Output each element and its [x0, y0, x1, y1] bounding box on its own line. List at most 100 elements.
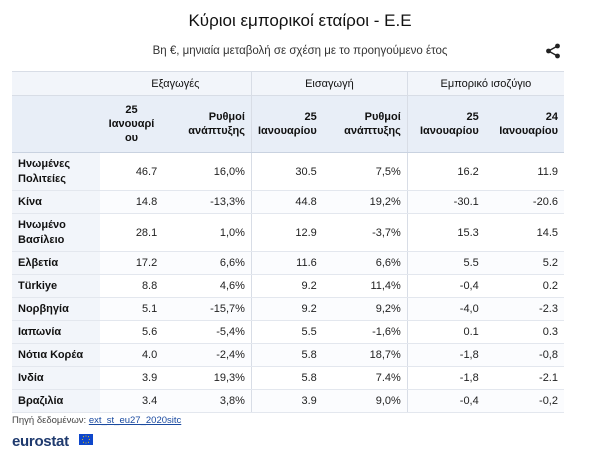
corner-cell [12, 71, 100, 96]
cell: -20.6 [484, 190, 564, 214]
cell: -13,3% [163, 190, 252, 214]
group-header-row: Εξαγωγές Εισαγωγή Εμπορικό ισοζύγιο [12, 71, 564, 96]
cell: 14.8 [99, 190, 164, 214]
cell: 5.8 [250, 343, 323, 367]
country-name: Βραζιλία [12, 389, 100, 413]
trade-partners-table: Εξαγωγές Εισαγωγή Εμπορικό ισοζύγιο 25 Ι… [12, 71, 564, 413]
cell: 9,0% [322, 389, 408, 413]
cell: 5.8 [250, 366, 323, 390]
col-balance-25: 25 Ιανουαρίου [406, 95, 485, 153]
cell: 11.6 [250, 251, 323, 275]
cell: 3.4 [99, 389, 164, 413]
cell: 6,6% [163, 251, 252, 275]
cell: 11,4% [322, 274, 408, 298]
group-imports: Εισαγωγή [250, 71, 408, 96]
cell: 12.9 [250, 213, 323, 252]
cell: 7.4% [322, 366, 408, 390]
cell: 6,6% [322, 251, 408, 275]
group-trade-balance: Εμπορικό ισοζύγιο [406, 71, 564, 96]
cell: 19,3% [163, 366, 252, 390]
cell: 14.5 [484, 213, 564, 252]
country-name: Ελβετία [12, 251, 100, 275]
cell: -1,8 [406, 366, 485, 390]
cell: 0.3 [484, 320, 564, 344]
cell: 3.9 [250, 389, 323, 413]
eurostat-logo: eurostat [12, 433, 69, 450]
cell: 11.9 [484, 152, 564, 191]
cell: 19,2% [322, 190, 408, 214]
country-column-header [12, 95, 100, 153]
cell: 16,0% [163, 152, 252, 191]
cell: 17.2 [99, 251, 164, 275]
col-exports-growth: Ρυθμοί ανάπτυξης [163, 95, 252, 153]
cell: 5.5 [250, 320, 323, 344]
table-row: Türkiye 8.8 4,6% 9.2 11,4% -0,4 0.2 [12, 274, 564, 298]
cell: 1,0% [163, 213, 252, 252]
cell: -2,4% [163, 343, 252, 367]
country-name: Ιαπωνία [12, 320, 100, 344]
cell: -2.1 [484, 366, 564, 390]
cell: -2.3 [484, 297, 564, 321]
country-name: Ηνωμένο Βασίλειο [12, 213, 100, 252]
group-exports: Εξαγωγές [99, 71, 252, 96]
cell: 0.2 [484, 274, 564, 298]
country-name: Κίνα [12, 190, 100, 214]
eu-flag-icon [79, 434, 93, 445]
cell: 7,5% [322, 152, 408, 191]
column-header-row: 25 Ιανουαρί ου Ρυθμοί ανάπτυξης 25 Ιανου… [12, 95, 564, 153]
page-title: Κύριοι εμπορικοί εταίροι - Ε.Ε [188, 11, 412, 30]
cell: 5.1 [99, 297, 164, 321]
table-row: Νορβηγία 5.1 -15,7% 9.2 9,2% -4,0 -2.3 [12, 297, 564, 321]
table-row: Κίνα 14.8 -13,3% 44.8 19,2% -30.1 -20.6 [12, 190, 564, 214]
cell: 9.2 [250, 274, 323, 298]
cell: -0,4 [406, 389, 485, 413]
cell: -1,6% [322, 320, 408, 344]
cell: -30.1 [406, 190, 485, 214]
cell: 3.9 [99, 366, 164, 390]
cell: 9,2% [322, 297, 408, 321]
share-icon[interactable] [545, 43, 561, 59]
country-name: Türkiye [12, 274, 100, 298]
cell: -0,2 [484, 389, 564, 413]
cell: 3,8% [163, 389, 252, 413]
table-row: Ηνωμένες Πολιτείες 46.7 16,0% 30.5 7,5% … [12, 152, 564, 191]
table-row: Ινδία 3.9 19,3% 5.8 7.4% -1,8 -2.1 [12, 366, 564, 390]
cell: -0,4 [406, 274, 485, 298]
source-label: Πηγή δεδομένων: [12, 415, 87, 426]
source-link[interactable]: ext_st_eu27_2020sitc [88, 415, 182, 426]
country-name: Νότια Κορέα [12, 343, 100, 367]
cell: 5.5 [406, 251, 485, 275]
cell: 44.8 [250, 190, 323, 214]
cell: 18,7% [322, 343, 408, 367]
table-subtitle: Βη €, μηνιαία μεταβολή σε σχέση με το πρ… [152, 45, 448, 57]
cell: 5.6 [99, 320, 164, 344]
country-name: Ινδία [12, 366, 100, 390]
table-row: Ελβετία 17.2 6,6% 11.6 6,6% 5.5 5.2 [12, 251, 564, 275]
cell: 28.1 [99, 213, 164, 252]
cell: -0,8 [484, 343, 564, 367]
cell: -1,8 [406, 343, 485, 367]
cell: 4,6% [163, 274, 252, 298]
cell: 15.3 [406, 213, 485, 252]
table-row: Ηνωμένο Βασίλειο 28.1 1,0% 12.9 -3,7% 15… [12, 213, 564, 252]
cell: -5,4% [163, 320, 252, 344]
cell: 16.2 [406, 152, 485, 191]
col-balance-24: 24 Ιανουαρίου [484, 95, 564, 153]
cell: -3,7% [322, 213, 408, 252]
col-imports-value: 25 Ιανουαρίου [250, 95, 323, 153]
table-row: Νότια Κορέα 4.0 -2,4% 5.8 18,7% -1,8 -0,… [12, 343, 564, 367]
country-name: Ηνωμένες Πολιτείες [12, 152, 100, 191]
data-source: Πηγή δεδομένων: ext_st_eu27_2020sitc [12, 415, 181, 426]
cell: 9.2 [250, 297, 323, 321]
col-exports-value: 25 Ιανουαρί ου [99, 95, 164, 153]
table-row: Βραζιλία 3.4 3,8% 3.9 9,0% -0,4 -0,2 [12, 389, 564, 413]
cell: 5.2 [484, 251, 564, 275]
cell: 0.1 [406, 320, 485, 344]
cell: -4,0 [406, 297, 485, 321]
cell: -15,7% [163, 297, 252, 321]
table-row: Ιαπωνία 5.6 -5,4% 5.5 -1,6% 0.1 0.3 [12, 320, 564, 344]
cell: 4.0 [99, 343, 164, 367]
cell: 46.7 [99, 152, 164, 191]
country-name: Νορβηγία [12, 297, 100, 321]
col-imports-growth: Ρυθμοί ανάπτυξης [322, 95, 408, 153]
